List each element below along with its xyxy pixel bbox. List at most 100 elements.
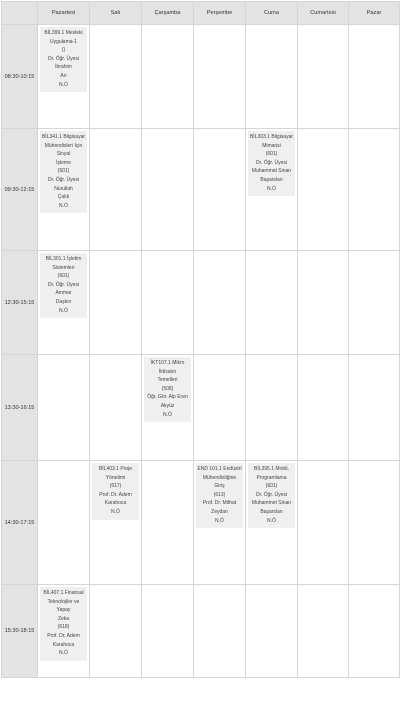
time-label: 12:30-15:15 bbox=[1, 250, 38, 355]
course-line: Prof. Dr. Adem bbox=[47, 632, 80, 639]
schedule-cell: BİL341.1 Bilgisayar Mühendisleri İçin Sin… bbox=[37, 128, 90, 251]
course-line: (617) bbox=[109, 483, 122, 490]
course-line: Mühendisliğine Giriş bbox=[202, 474, 237, 490]
course-line: (601) bbox=[265, 483, 278, 490]
schedule-cell bbox=[193, 250, 246, 355]
schedule-cell bbox=[348, 584, 400, 678]
course-line: BİL303.1 Bilgisayar bbox=[249, 134, 294, 140]
course-line: (601) bbox=[265, 151, 278, 158]
schedule-cell bbox=[89, 250, 142, 355]
course-block[interactable]: BİL407.1 Finansal Teknolojiler ve Yapay Ze… bbox=[40, 587, 87, 661]
schedule-cell bbox=[89, 584, 142, 678]
course-line: BİL399.1 Mesleki bbox=[44, 30, 83, 36]
schedule-cell bbox=[348, 128, 400, 251]
corner-header bbox=[1, 1, 38, 25]
schedule-cell: BİL399.1 Mesleki Uygulama-1 () Dr. Öğr. Üye… bbox=[37, 24, 90, 129]
course-line: Arı bbox=[60, 72, 67, 79]
timeslot-row: 15:30-18:15 BİL407.1 Finansal Teknolojiler… bbox=[1, 584, 400, 678]
course-line: END 101.1 Endüstri bbox=[197, 466, 242, 472]
timeslot-row: 14:30-17:15 BİL403.1 Proje Yönetimi (617) Pr… bbox=[1, 460, 400, 585]
schedule-cell: BİL301.1 İşletim Sistemleri (601) Dr. Öğr. … bbox=[37, 250, 90, 355]
course-line: Başarslan bbox=[260, 176, 283, 183]
time-label: 15:30-18:15 bbox=[1, 584, 38, 678]
schedule-cell bbox=[348, 250, 400, 355]
course-block[interactable]: BİL303.1 Bilgisayar Mimarisi (601) Dr. Öğr.… bbox=[248, 131, 295, 197]
schedule-cell bbox=[89, 24, 142, 129]
schedule-cell bbox=[297, 128, 349, 251]
course-line: N.Ö bbox=[267, 185, 276, 192]
course-line: Muhammet Sinan bbox=[251, 500, 292, 507]
course-line: Prof. Dr. Mithat Zeydan bbox=[202, 500, 237, 515]
schedule-cell bbox=[245, 584, 298, 678]
course-line: Öğr. Gör. Alp Eren bbox=[147, 394, 188, 401]
course-line: Teknolojiler ve Yapay bbox=[47, 598, 80, 614]
course-line: Yönetimi bbox=[105, 474, 126, 481]
course-line: Programlama bbox=[256, 474, 287, 481]
schedule-cell bbox=[348, 24, 400, 129]
course-line: Temelleri bbox=[157, 377, 178, 384]
schedule-cell: BİL403.1 Proje Yönetimi (617) Prof. Dr. Ade… bbox=[89, 460, 142, 585]
schedule-cell: BİL395.1 MobiL Programlama (601) Dr. Öğr. Ü… bbox=[245, 460, 298, 585]
schedule-cell bbox=[297, 24, 349, 129]
schedule-cell bbox=[141, 128, 194, 251]
schedule-cell: BİL407.1 Finansal Teknolojiler ve Yapay Ze… bbox=[37, 584, 90, 678]
schedule-cell bbox=[141, 24, 194, 129]
time-label: 09:30-12:15 bbox=[1, 128, 38, 251]
course-line: BİL395.1 MobiL bbox=[253, 466, 290, 472]
course-line: N.Ö bbox=[215, 517, 224, 524]
timetable-grid: Pazartesi Salı Çarşamba Perşembe Cuma Cu… bbox=[1, 1, 400, 678]
schedule-cell bbox=[37, 460, 90, 585]
course-line: Mühendisleri İçin Sinyal bbox=[44, 142, 83, 158]
schedule-cell bbox=[141, 250, 194, 355]
course-line: N.Ö bbox=[59, 650, 68, 657]
course-line: Başarslan bbox=[260, 508, 283, 515]
schedule-cell: END 101.1 Endüstri Mühendisliğine Giriş (6… bbox=[193, 460, 246, 585]
course-line: BİL407.1 Finansal bbox=[43, 590, 84, 596]
course-line: Daşkın bbox=[55, 298, 72, 305]
course-line: Akyüz bbox=[160, 402, 175, 409]
course-line: Uygulama-1 bbox=[50, 38, 77, 45]
course-line: N.Ö bbox=[163, 411, 172, 418]
course-line: N.Ö bbox=[59, 202, 68, 209]
course-block[interactable]: İKT107.1 Mikro İktisatın Temelleri (508) Öğ… bbox=[144, 357, 191, 423]
schedule-cell bbox=[193, 24, 246, 129]
day-header: Salı bbox=[89, 1, 142, 25]
day-header: Perşembe bbox=[193, 1, 246, 25]
course-line: Muhammet Sinan bbox=[251, 168, 292, 175]
course-block[interactable]: BİL403.1 Proje Yönetimi (617) Prof. Dr. Ade… bbox=[92, 463, 139, 520]
course-line: Dr. Öğr. Üyesi İbrahim bbox=[47, 55, 80, 71]
course-line: N.Ö bbox=[59, 307, 68, 314]
course-block[interactable]: END 101.1 Endüstri Mühendisliğine Giriş (6… bbox=[196, 463, 243, 529]
course-line: (618) bbox=[57, 624, 70, 631]
timeslot-row: 12:30-15:15 BİL301.1 İşletim Sistemleri (60… bbox=[1, 250, 400, 355]
schedule-cell bbox=[193, 128, 246, 251]
timeslot-row: 08:30-10:15 BİL399.1 Mesleki Uygulama-1 () D… bbox=[1, 24, 400, 129]
course-line: Çalık bbox=[57, 194, 70, 201]
schedule-cell bbox=[141, 584, 194, 678]
schedule-cell bbox=[348, 460, 400, 585]
course-line: () bbox=[61, 47, 66, 54]
schedule-cell bbox=[297, 460, 349, 585]
course-line: N.Ö bbox=[111, 508, 120, 515]
time-label: 14:30-17:15 bbox=[1, 460, 38, 585]
schedule-cell bbox=[245, 354, 298, 461]
course-line: İKT107.1 Mikro İktisatın bbox=[150, 360, 185, 375]
course-block[interactable]: BİL341.1 Bilgisayar Mühendisleri İçin Sin… bbox=[40, 131, 87, 214]
course-line: (601) bbox=[57, 273, 70, 280]
schedule-cell bbox=[297, 584, 349, 678]
course-block[interactable]: BİL399.1 Mesleki Uygulama-1 () Dr. Öğr. Üye… bbox=[40, 27, 87, 93]
schedule-cell bbox=[193, 584, 246, 678]
schedule-cell bbox=[89, 128, 142, 251]
schedule-cell bbox=[245, 250, 298, 355]
schedule-cell bbox=[245, 24, 298, 129]
course-line: Sistemleri bbox=[52, 264, 75, 271]
course-block[interactable]: BİL395.1 MobiL Programlama (601) Dr. Öğr. Ü… bbox=[248, 463, 295, 529]
course-block[interactable]: BİL301.1 İşletim Sistemleri (601) Dr. Öğr. … bbox=[40, 253, 87, 319]
day-header: Cuma bbox=[245, 1, 298, 25]
course-line: Karahoca bbox=[104, 500, 127, 507]
course-line: BİL403.1 Proje bbox=[98, 466, 133, 472]
course-line: N.Ö bbox=[59, 81, 68, 88]
course-line: BİL301.1 İşletim bbox=[45, 256, 82, 262]
schedule-cell bbox=[37, 354, 90, 461]
course-line: Dr. Öğr. Üyesi bbox=[255, 159, 288, 166]
